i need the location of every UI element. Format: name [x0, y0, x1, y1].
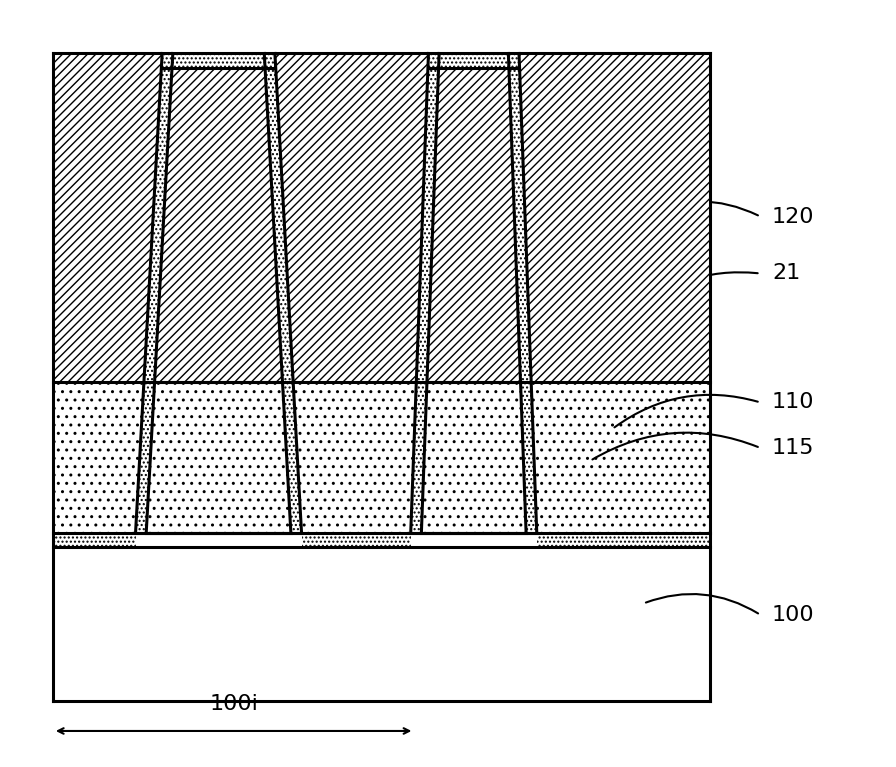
Bar — [135, 533, 302, 547]
Polygon shape — [427, 68, 521, 382]
Polygon shape — [508, 54, 537, 533]
Bar — [53, 54, 710, 382]
Text: 21: 21 — [772, 264, 800, 284]
Text: 100: 100 — [772, 605, 814, 625]
Polygon shape — [410, 54, 439, 533]
Text: 120: 120 — [772, 206, 814, 226]
Polygon shape — [162, 54, 275, 68]
Polygon shape — [135, 54, 173, 533]
Bar — [53, 533, 710, 547]
Bar — [53, 382, 710, 533]
Polygon shape — [421, 382, 526, 533]
Polygon shape — [428, 54, 519, 68]
Bar — [53, 54, 710, 382]
Polygon shape — [155, 68, 282, 382]
Bar — [53, 547, 710, 700]
Text: 115: 115 — [772, 438, 814, 458]
Polygon shape — [410, 54, 537, 533]
Polygon shape — [146, 68, 291, 533]
Bar — [410, 533, 537, 547]
Polygon shape — [421, 68, 526, 533]
Polygon shape — [264, 54, 302, 533]
Text: 110: 110 — [772, 393, 814, 413]
Bar — [53, 533, 710, 547]
Bar — [53, 382, 710, 533]
Text: 100i: 100i — [209, 693, 258, 713]
Polygon shape — [146, 382, 291, 533]
Polygon shape — [135, 54, 302, 533]
